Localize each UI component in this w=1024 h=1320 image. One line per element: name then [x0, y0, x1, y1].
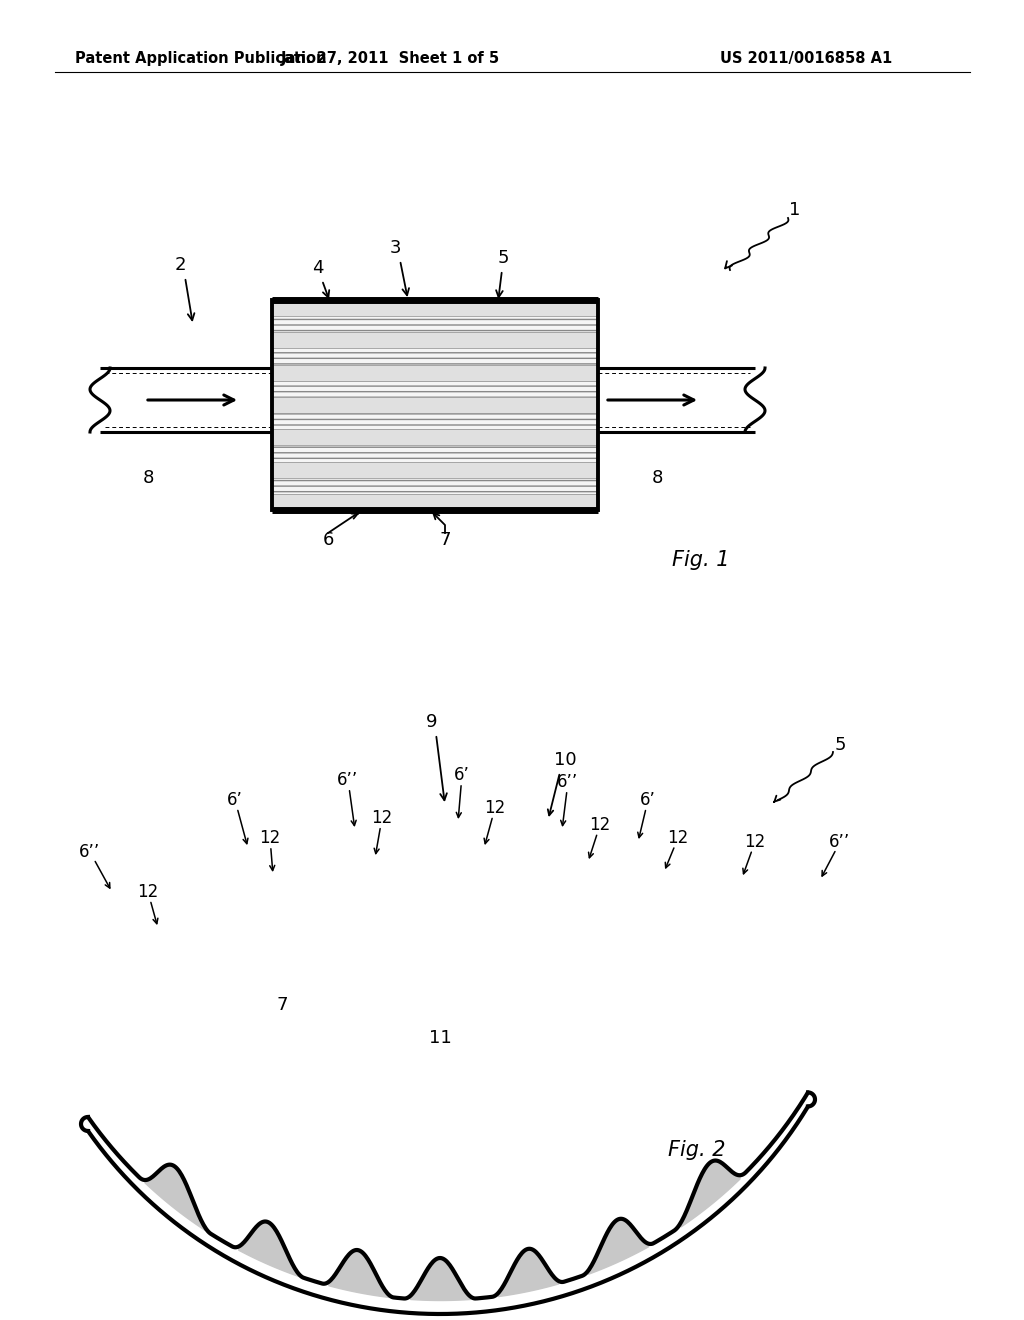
Text: Patent Application Publication: Patent Application Publication [75, 50, 327, 66]
Bar [272, 300, 598, 317]
Text: 4: 4 [312, 259, 324, 277]
Bar [272, 462, 598, 478]
Text: 8: 8 [142, 469, 154, 487]
Text: 12: 12 [259, 829, 281, 847]
Text: 3: 3 [389, 239, 400, 257]
Text: 6’’: 6’’ [80, 843, 100, 861]
Text: 6’’: 6’’ [829, 833, 851, 851]
Bar [272, 445, 598, 462]
Text: 6’: 6’ [454, 766, 470, 784]
Text: 12: 12 [744, 833, 766, 851]
Text: 5: 5 [835, 737, 846, 754]
Text: 6’: 6’ [227, 791, 243, 809]
Text: 11: 11 [429, 1030, 452, 1047]
Text: 5: 5 [498, 249, 509, 267]
Bar [272, 397, 598, 413]
Bar [272, 380, 598, 397]
Text: 12: 12 [372, 809, 392, 828]
Text: 6’: 6’ [640, 791, 656, 809]
Bar [272, 429, 598, 445]
Text: US 2011/0016858 A1: US 2011/0016858 A1 [720, 50, 892, 66]
Bar [272, 300, 598, 510]
Bar [272, 317, 598, 333]
Text: 10: 10 [554, 751, 577, 770]
Text: 2: 2 [174, 256, 185, 275]
Bar [272, 333, 598, 348]
Text: 12: 12 [484, 799, 506, 817]
Bar [272, 348, 598, 364]
Text: 6’’: 6’’ [337, 771, 358, 789]
Bar [272, 364, 598, 380]
Text: 12: 12 [137, 883, 159, 902]
Text: 6: 6 [323, 531, 334, 549]
Text: 12: 12 [590, 816, 610, 834]
Text: 9: 9 [426, 713, 437, 731]
Text: Fig. 1: Fig. 1 [672, 550, 729, 570]
Text: 6’’: 6’’ [557, 774, 579, 791]
Text: 7: 7 [439, 531, 451, 549]
Text: 7: 7 [276, 997, 288, 1014]
Bar [272, 478, 598, 494]
Text: 1: 1 [790, 201, 801, 219]
Text: 8: 8 [651, 469, 663, 487]
Text: Fig. 2: Fig. 2 [668, 1140, 725, 1160]
Bar [272, 413, 598, 429]
Text: Jan. 27, 2011  Sheet 1 of 5: Jan. 27, 2011 Sheet 1 of 5 [281, 50, 500, 66]
Bar [272, 494, 598, 510]
Text: 12: 12 [668, 829, 688, 847]
